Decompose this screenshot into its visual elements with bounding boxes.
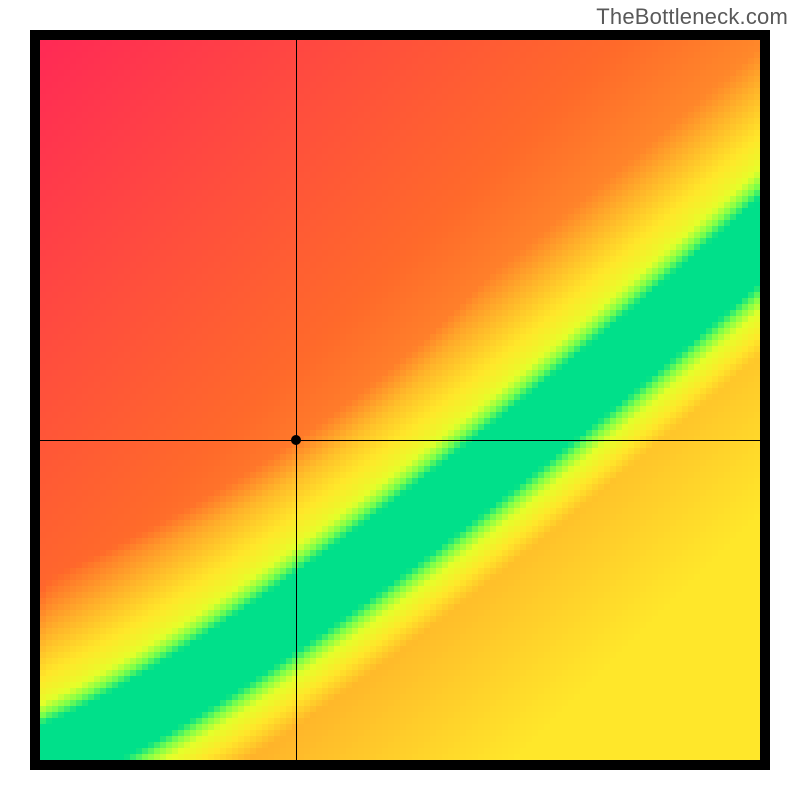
plot-area [40, 40, 760, 760]
watermark-text: TheBottleneck.com [596, 4, 788, 30]
heatmap-canvas [40, 40, 760, 760]
crosshair-horizontal [40, 440, 760, 441]
crosshair-marker-dot [291, 435, 301, 445]
chart-container: TheBottleneck.com [0, 0, 800, 800]
plot-frame [30, 30, 770, 770]
crosshair-vertical [296, 40, 297, 760]
